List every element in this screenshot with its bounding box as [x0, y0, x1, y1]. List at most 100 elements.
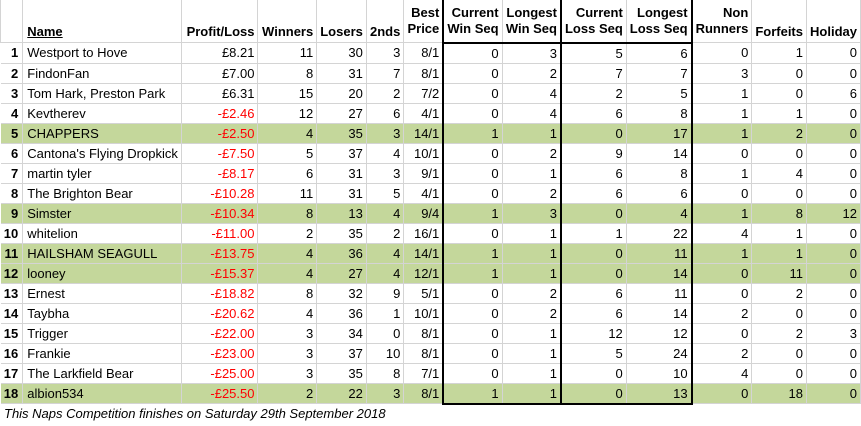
- longest-loss-seq-cell: 11: [625, 242, 693, 264]
- forfeits-cell: 0: [751, 142, 807, 164]
- non-runners-cell: 1: [691, 202, 753, 224]
- table-row: 9 Simster -£10.34 8 13 4 9/4 1 3 0 4 1 8 12: [0, 202, 861, 224]
- current-win-seq-cell: 0: [442, 62, 503, 84]
- holiday-cell: 12: [805, 202, 861, 224]
- forfeits-cell: 0: [751, 82, 807, 104]
- losers-cell: 31: [316, 62, 367, 84]
- current-loss-seq-cell: 0: [560, 382, 627, 405]
- longest-loss-seq-cell: 5: [625, 82, 693, 104]
- current-win-seq-cell: 1: [442, 262, 503, 284]
- best-price-cell: 8/1: [403, 62, 444, 84]
- header-forfeits: Forfeits: [751, 0, 807, 43]
- name-cell: martin tyler: [22, 162, 183, 184]
- forfeits-cell: 0: [751, 182, 807, 204]
- winners-cell: 3: [257, 362, 318, 384]
- current-win-seq-cell: 0: [442, 302, 503, 324]
- seconds-cell: 6: [365, 102, 405, 124]
- non-runners-cell: 0: [691, 142, 753, 164]
- longest-win-seq-cell: 1: [501, 382, 562, 405]
- header-row: Name Profit/Loss Winners Losers 2nds Bes…: [0, 0, 861, 44]
- table-row: 12 looney -£15.37 4 27 4 12/1 1 1 0 14 0 11 0: [0, 262, 861, 284]
- header-winners: Winners: [257, 0, 318, 43]
- profit-loss-cell: -£13.75: [181, 242, 259, 264]
- table-row: 10 whitelion -£11.00 2 35 2 16/1 0 1 1 22 4 1 0: [0, 222, 861, 244]
- current-loss-seq-cell: 6: [560, 162, 627, 184]
- best-price-cell: 7/2: [403, 82, 444, 104]
- longest-loss-seq-cell: 14: [625, 262, 693, 284]
- name-cell: CHAPPERS: [22, 122, 183, 144]
- longest-win-seq-cell: 2: [501, 282, 562, 304]
- rank-cell: 9: [0, 202, 24, 224]
- best-price-cell: 16/1: [403, 222, 444, 244]
- non-runners-cell: 0: [691, 382, 753, 404]
- current-loss-seq-cell: 1: [560, 222, 627, 244]
- holiday-cell: 0: [805, 262, 861, 284]
- table-row: 8 The Brighton Bear -£10.28 11 31 5 4/1 0 2 6 6 0 0 0: [0, 182, 861, 204]
- name-cell: Trigger: [22, 322, 183, 344]
- rank-cell: 13: [0, 282, 24, 304]
- seconds-cell: 5: [365, 182, 405, 204]
- holiday-cell: 0: [805, 302, 861, 324]
- current-win-seq-cell: 0: [442, 142, 503, 164]
- longest-loss-seq-cell: 6: [625, 182, 693, 204]
- losers-cell: 27: [316, 102, 367, 124]
- name-cell: Simster: [22, 202, 183, 224]
- longest-loss-seq-cell: 8: [625, 162, 693, 184]
- best-price-cell: 8/1: [403, 342, 444, 364]
- name-cell: The Brighton Bear: [22, 182, 183, 204]
- forfeits-cell: 0: [751, 62, 807, 84]
- losers-cell: 32: [316, 282, 367, 304]
- seconds-cell: 4: [365, 202, 405, 224]
- winners-cell: 6: [257, 162, 318, 184]
- profit-loss-cell: -£25.00: [181, 362, 259, 384]
- longest-loss-seq-cell: 13: [625, 382, 693, 405]
- seconds-cell: 3: [365, 42, 405, 64]
- losers-cell: 37: [316, 142, 367, 164]
- seconds-cell: 3: [365, 382, 405, 404]
- rank-cell: 16: [0, 342, 24, 364]
- holiday-cell: 0: [805, 222, 861, 244]
- seconds-cell: 8: [365, 362, 405, 384]
- forfeits-cell: 2: [751, 282, 807, 304]
- current-win-seq-cell: 1: [442, 382, 503, 405]
- current-loss-seq-cell: 0: [560, 362, 627, 384]
- non-runners-cell: 0: [691, 182, 753, 204]
- current-win-seq-cell: 0: [442, 362, 503, 384]
- losers-cell: 31: [316, 162, 367, 184]
- name-cell: Taybha: [22, 302, 183, 324]
- forfeits-cell: 2: [751, 322, 807, 344]
- profit-loss-cell: £8.21: [181, 42, 259, 64]
- table-row: 2 FindonFan £7.00 8 31 7 8/1 0 2 7 7 3 0 0: [0, 62, 861, 84]
- table-row: 3 Tom Hark, Preston Park £6.31 15 20 2 7/2 0 4 2 5…: [0, 82, 861, 104]
- winners-cell: 2: [257, 382, 318, 404]
- current-win-seq-cell: 1: [442, 202, 503, 224]
- forfeits-cell: 18: [751, 382, 807, 404]
- forfeits-cell: 11: [751, 262, 807, 284]
- best-price-cell: 5/1: [403, 282, 444, 304]
- table-row: 15 Trigger -£22.00 3 34 0 8/1 0 1 12 12 0 2 3: [0, 322, 861, 344]
- longest-win-seq-cell: 3: [501, 202, 562, 224]
- losers-cell: 36: [316, 302, 367, 324]
- current-loss-seq-cell: 6: [560, 182, 627, 204]
- name-cell: looney: [22, 262, 183, 284]
- winners-cell: 11: [257, 182, 318, 204]
- table-row: 14 Taybha -£20.62 4 36 1 10/1 0 2 6 14 2 0 0: [0, 302, 861, 324]
- losers-cell: 35: [316, 122, 367, 144]
- forfeits-cell: 1: [751, 102, 807, 124]
- non-runners-cell: 1: [691, 122, 753, 144]
- name-cell: albion534: [22, 382, 183, 404]
- best-price-cell: 4/1: [403, 182, 444, 204]
- table-row: 5 CHAPPERS -£2.50 4 35 3 14/1 1 1 0 17 1 2 0: [0, 122, 861, 144]
- current-win-seq-cell: 1: [442, 122, 503, 144]
- current-loss-seq-cell: 7: [560, 62, 627, 84]
- profit-loss-cell: -£20.62: [181, 302, 259, 324]
- losers-cell: 35: [316, 362, 367, 384]
- profit-loss-cell: -£10.28: [181, 182, 259, 204]
- header-longest-loss-seq: Longest Loss Seq: [625, 0, 693, 44]
- best-price-cell: 10/1: [403, 302, 444, 324]
- non-runners-cell: 0: [691, 322, 753, 344]
- table-row: 6 Cantona's Flying Dropkick -£7.50 5 37 4 10/1…: [0, 142, 861, 164]
- current-loss-seq-cell: 0: [560, 262, 627, 284]
- profit-loss-cell: -£23.00: [181, 342, 259, 364]
- header-longest-win-seq: Longest Win Seq: [501, 0, 562, 44]
